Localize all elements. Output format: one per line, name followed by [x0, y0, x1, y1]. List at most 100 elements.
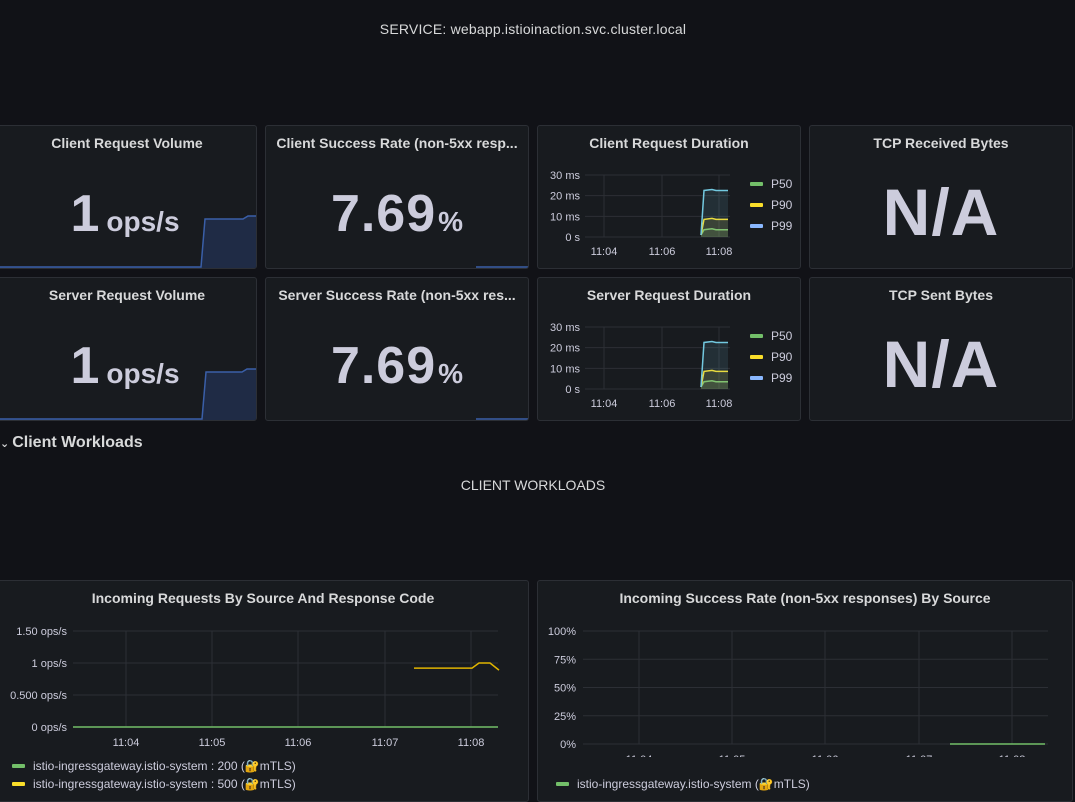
panel-server-success-rate[interactable]: Server Success Rate (non-5xx res... 7.69… — [265, 277, 529, 421]
stat-number: 1 — [70, 337, 101, 395]
chevron-down-icon: ⌄ — [0, 438, 10, 450]
panel-server-request-duration[interactable]: Server Request Duration 30 ms 20 ms 10 ms 0… — [537, 277, 801, 421]
stat-value: N/A — [882, 175, 1000, 249]
stat-unit: % — [438, 206, 464, 237]
series-area — [701, 341, 728, 389]
series-area — [701, 370, 728, 389]
series-area — [701, 228, 728, 237]
x-tick-label: 11:08 — [706, 398, 733, 410]
incoming-requests-chart: 1.50 ops/s 1 ops/s 0.500 ops/s 0 ops/s 11:04… — [10, 626, 500, 749]
y-tick-label: 20 ms — [550, 191, 580, 203]
legend-label: P99 — [771, 371, 793, 385]
y-tick-label: 0 ops/s — [32, 722, 68, 734]
y-tick-label: 30 ms — [550, 322, 580, 334]
x-tick-label: 11:06 — [649, 398, 676, 410]
legend-item-p90[interactable]: P90 — [750, 198, 792, 212]
x-tick-label: 11:06 — [285, 737, 312, 749]
x-tick-label: 11:07 — [906, 754, 933, 757]
series-line-p99 — [700, 340, 728, 388]
x-tick-label: 11:08 — [999, 754, 1026, 757]
stat-unit: % — [438, 358, 464, 389]
series-line-p99 — [700, 188, 728, 236]
y-tick-label: 0.500 ops/s — [10, 690, 67, 702]
x-tick-label: 11:08 — [706, 246, 733, 258]
row-toggle-client-workloads[interactable]: ⌄ Client Workloads — [0, 434, 143, 452]
series-line-p90 — [700, 217, 728, 236]
stat-number: 1 — [70, 185, 101, 243]
stat-unit: ops/s — [106, 206, 180, 237]
legend-swatch — [750, 181, 763, 186]
x-tick-label: 11:05 — [719, 754, 746, 757]
x-tick-label: 11:06 — [649, 246, 676, 258]
series-line-p90 — [700, 369, 728, 388]
y-tick-label: 0 s — [565, 384, 580, 396]
legend-label: P50 — [771, 177, 793, 191]
legend-swatch — [750, 223, 763, 228]
panel-title: Client Success Rate (non-5xx resp... — [276, 135, 518, 151]
stat-value: 7.69% — [266, 184, 528, 244]
y-tick-label: 25% — [554, 711, 576, 723]
legend-label: P50 — [771, 329, 793, 343]
y-tick-label: 30 ms — [550, 170, 580, 182]
y-tick-label: 10 ms — [550, 211, 580, 223]
legend-label: P99 — [771, 219, 793, 233]
series-line-p50 — [700, 379, 728, 388]
panel-incoming-requests[interactable]: Incoming Requests By Source And Response… — [0, 580, 529, 802]
sparkline — [0, 215, 256, 268]
panel-tcp-received-bytes[interactable]: TCP Received Bytes N/A — [809, 125, 1073, 269]
series-line-p50 — [700, 227, 728, 236]
panel-title: Incoming Success Rate (non-5xx responses… — [619, 590, 991, 606]
sparkline — [476, 266, 528, 268]
panel-client-request-volume[interactable]: Client Request Volume 1 ops/s — [0, 125, 257, 269]
legend-item-p99[interactable]: P99 — [750, 371, 792, 385]
legend-swatch — [12, 763, 25, 768]
legend-label: istio-ingressgateway.istio-system : 500 … — [33, 777, 296, 791]
y-tick-label: 100% — [548, 626, 576, 638]
legend-swatch — [750, 202, 763, 207]
panel-title: TCP Received Bytes — [873, 135, 1009, 151]
duration-chart: 30 ms 20 ms 10 ms 0 s 11:04 11:06 11:08 — [550, 322, 733, 410]
x-tick-label: 11:06 — [812, 754, 839, 757]
section-heading: CLIENT WORKLOADS — [460, 477, 606, 493]
panel-client-success-rate[interactable]: Client Success Rate (non-5xx resp... 7.6… — [265, 125, 529, 269]
x-tick-label: 11:08 — [458, 737, 485, 749]
y-tick-label: 75% — [554, 654, 576, 666]
y-tick-label: 1.50 ops/s — [16, 626, 67, 638]
panel-tcp-sent-bytes[interactable]: TCP Sent Bytes N/A — [809, 277, 1073, 421]
x-tick-label: 11:04 — [591, 398, 618, 410]
x-tick-label: 11:04 — [626, 754, 653, 757]
legend-label: istio-ingressgateway.istio-system (🔐mTLS… — [577, 777, 810, 791]
y-tick-label: 0% — [560, 739, 576, 751]
series-line-500 — [414, 662, 500, 671]
panel-title: Incoming Requests By Source And Response… — [91, 590, 435, 606]
duration-chart: 30 ms 20 ms 10 ms 0 s 11:04 11:06 11:08 — [550, 170, 733, 258]
legend-item-source[interactable]: istio-ingressgateway.istio-system (🔐mTLS… — [556, 777, 810, 791]
legend-item-p90[interactable]: P90 — [750, 350, 792, 364]
series-area — [701, 218, 728, 237]
legend-swatch — [556, 781, 569, 786]
stat-value: N/A — [882, 327, 1000, 401]
sparkline — [0, 368, 256, 420]
series-area — [701, 189, 728, 237]
panel-title: Server Request Duration — [586, 287, 752, 303]
x-tick-label: 11:07 — [372, 737, 399, 749]
stat-unit: ops/s — [106, 358, 180, 389]
legend-swatch — [750, 333, 763, 338]
legend-swatch — [750, 354, 763, 359]
legend-item-p99[interactable]: P99 — [750, 219, 792, 233]
legend-item-p50[interactable]: P50 — [750, 329, 792, 343]
stat-value: 7.69% — [266, 336, 528, 396]
panel-server-request-volume[interactable]: Server Request Volume 1 ops/s — [0, 277, 257, 421]
panel-title: Server Success Rate (non-5xx res... — [278, 287, 516, 303]
panel-title: TCP Sent Bytes — [889, 287, 993, 303]
panel-incoming-success-rate[interactable]: Incoming Success Rate (non-5xx responses… — [537, 580, 1073, 802]
legend-item-500[interactable]: istio-ingressgateway.istio-system : 500 … — [12, 777, 296, 791]
legend-item-p50[interactable]: P50 — [750, 177, 792, 191]
x-tick-label: 11:05 — [199, 737, 226, 749]
legend-label: P90 — [771, 198, 793, 212]
legend-item-200[interactable]: istio-ingressgateway.istio-system : 200 … — [12, 759, 296, 773]
x-tick-label: 11:04 — [113, 737, 140, 749]
y-tick-label: 10 ms — [550, 363, 580, 375]
panel-client-request-duration[interactable]: Client Request Duration 30 ms 20 ms 10 ms 0… — [537, 125, 801, 269]
incoming-success-chart: 100% 75% 50% 25% 0% 11:04 11:05 11:06 11:07 11:08 — [548, 626, 1048, 757]
